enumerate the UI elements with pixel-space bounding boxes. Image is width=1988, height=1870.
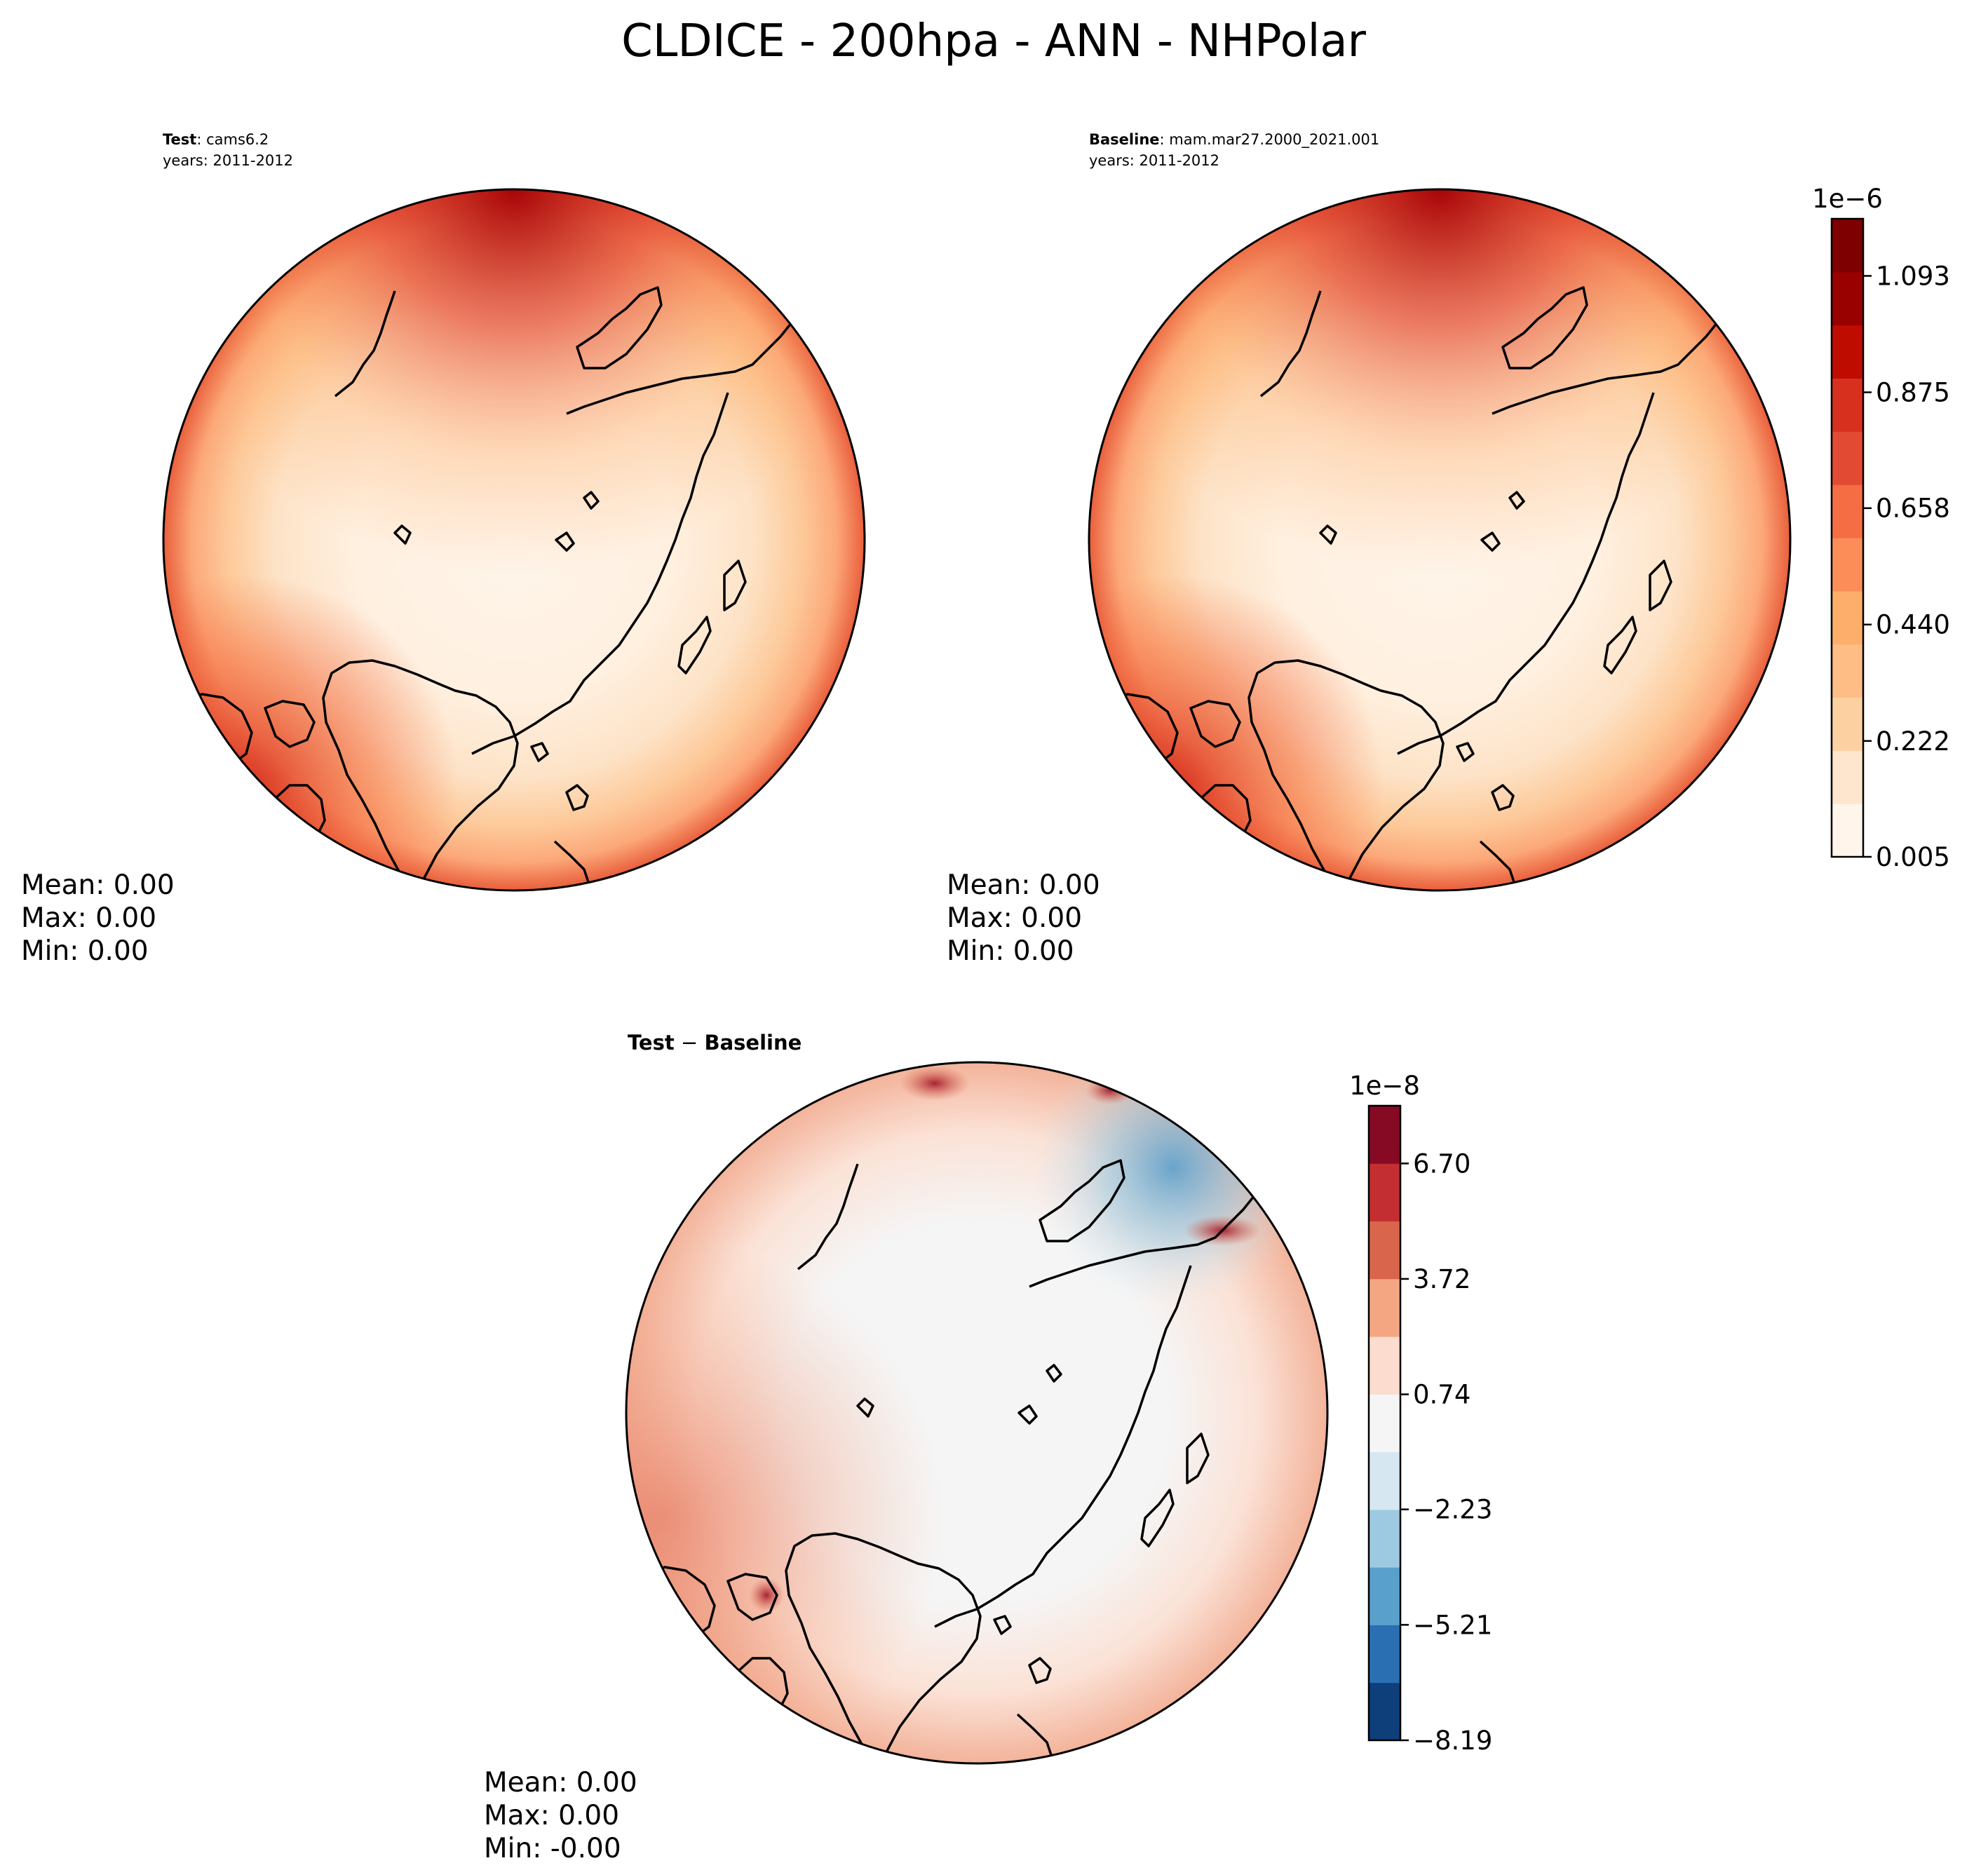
- colorbar-baseline-segment: [1832, 485, 1863, 538]
- colorbar-baseline-segment: [1832, 378, 1863, 432]
- panel-difference-name-sep: −: [675, 1031, 705, 1055]
- panel-test-years: years: 2011-2012: [163, 152, 293, 169]
- colorbar-baseline-segment: [1832, 538, 1863, 592]
- colorbar-difference-segment: [1369, 1451, 1400, 1510]
- colorbar-baseline-segment: [1832, 804, 1863, 858]
- colorbar-difference-tick-label: 3.72: [1413, 1264, 1470, 1294]
- panel-test-max: Max: 0.00: [21, 902, 156, 934]
- map-test: [162, 188, 866, 892]
- panel-baseline-mean: Mean: 0.00: [947, 869, 1100, 901]
- panel-baseline-years: years: 2011-2012: [1089, 152, 1219, 169]
- colorbar-difference-segment: [1369, 1221, 1400, 1280]
- panel-test-min: Min: 0.00: [21, 935, 149, 967]
- map-difference-red-spot-1: [900, 1066, 970, 1101]
- colorbar-baseline-segment: [1832, 750, 1863, 804]
- colorbar-difference-tick-label: −8.19: [1413, 1726, 1492, 1756]
- colorbar-difference-exponent: 1e−8: [1349, 1071, 1420, 1101]
- map-baseline-border: [1088, 188, 1792, 892]
- panel-difference-min: Min: -0.00: [484, 1833, 621, 1864]
- colorbar-baseline-segment: [1832, 431, 1863, 485]
- panel-test: Test: cams6.2 years: 2011-2012 Mean: 0.0…: [21, 131, 866, 967]
- colorbar-baseline-segment: [1832, 219, 1863, 273]
- panel-difference-mean: Mean: 0.00: [484, 1767, 637, 1798]
- colorbar-baseline-segment: [1832, 271, 1863, 326]
- colorbar-difference-segment: [1369, 1625, 1400, 1683]
- colorbar-baseline-tick-label: 0.875: [1876, 377, 1950, 407]
- colorbar-difference-segment: [1369, 1509, 1400, 1568]
- map-difference-blue: [626, 1062, 1327, 1763]
- colorbar-difference: −8.19 −5.21 −2.23 0.74 3.72 6.70 1e−8: [1349, 1071, 1492, 1756]
- colorbar-baseline-tick-label: 0.222: [1876, 726, 1950, 757]
- panel-baseline: Baseline: mam.mar27.2000_2021.001 years:…: [947, 131, 1950, 967]
- panel-difference-name-bold: Test: [628, 1031, 675, 1055]
- map-baseline: [1088, 188, 1792, 892]
- colorbar-difference-segment: [1369, 1106, 1400, 1164]
- colorbar-baseline-tick-label: 0.658: [1876, 494, 1950, 524]
- map-test-border: [162, 188, 866, 892]
- map-difference-border: [625, 1061, 1329, 1765]
- colorbar-difference-segment: [1369, 1336, 1400, 1395]
- colorbar-difference-segment: [1369, 1163, 1400, 1222]
- panel-baseline-max: Max: 0.00: [947, 902, 1082, 934]
- map-difference: [625, 1061, 1329, 1765]
- colorbar-baseline-segment: [1832, 697, 1863, 751]
- colorbar-baseline-outline: [1830, 217, 1865, 858]
- map-test-lower-left-hot: [163, 189, 865, 890]
- colorbar-difference-tick-label: 0.74: [1413, 1380, 1470, 1410]
- map-difference-red-spot-3: [1086, 1076, 1135, 1104]
- figure-title: CLDICE - 200hpa - ANN - NHPolar: [621, 15, 1367, 67]
- panel-difference-max: Max: 0.00: [484, 1800, 619, 1831]
- panel-test-header: Test: cams6.2: [163, 131, 269, 148]
- map-difference-red-spot-4: [749, 1578, 784, 1613]
- panel-difference-header: Test − Baseline: [628, 1031, 802, 1055]
- panel-baseline-name-rest: : mam.mar27.2000_2021.001: [1160, 131, 1380, 149]
- colorbar-baseline-tick-label: 0.440: [1876, 610, 1950, 640]
- colorbar-baseline-tick-label: 0.005: [1876, 842, 1950, 872]
- panel-baseline-header: Baseline: mam.mar27.2000_2021.001: [1089, 131, 1379, 149]
- panel-baseline-min: Min: 0.00: [947, 935, 1074, 967]
- panel-test-name-bold: Test: [163, 131, 196, 148]
- colorbar-baseline-segment: [1832, 590, 1863, 645]
- panel-test-name-rest: : cams6.2: [196, 131, 269, 148]
- colorbar-difference-outline: [1367, 1104, 1402, 1742]
- panel-difference-name-bold2: Baseline: [704, 1031, 802, 1055]
- colorbar-baseline-segment: [1832, 644, 1863, 698]
- colorbar-difference-segment: [1369, 1682, 1400, 1741]
- colorbar-difference-segment: [1369, 1278, 1400, 1337]
- colorbar-difference-segment: [1369, 1567, 1400, 1625]
- map-baseline-lower-left-hot: [1089, 189, 1790, 890]
- panel-difference: Test − Baseline Mean: 0.00 Max: 0.00 Min…: [484, 1031, 1492, 1864]
- panel-baseline-name-bold: Baseline: [1089, 131, 1160, 148]
- colorbar-baseline-tick-label: 1.093: [1876, 261, 1950, 291]
- panel-test-mean: Mean: 0.00: [21, 869, 175, 901]
- colorbar-difference-tick-label: 6.70: [1413, 1149, 1470, 1179]
- colorbar-difference-tick-label: −2.23: [1413, 1495, 1492, 1525]
- colorbar-difference-tick-label: −5.21: [1413, 1610, 1492, 1640]
- colorbar-baseline-exponent: 1e−6: [1812, 184, 1883, 214]
- colorbar-baseline: 0.005 0.222 0.440 0.658 0.875 1.093 1e−6: [1812, 184, 1950, 872]
- colorbar-difference-segment: [1369, 1394, 1400, 1453]
- colorbar-baseline-segment: [1832, 325, 1863, 379]
